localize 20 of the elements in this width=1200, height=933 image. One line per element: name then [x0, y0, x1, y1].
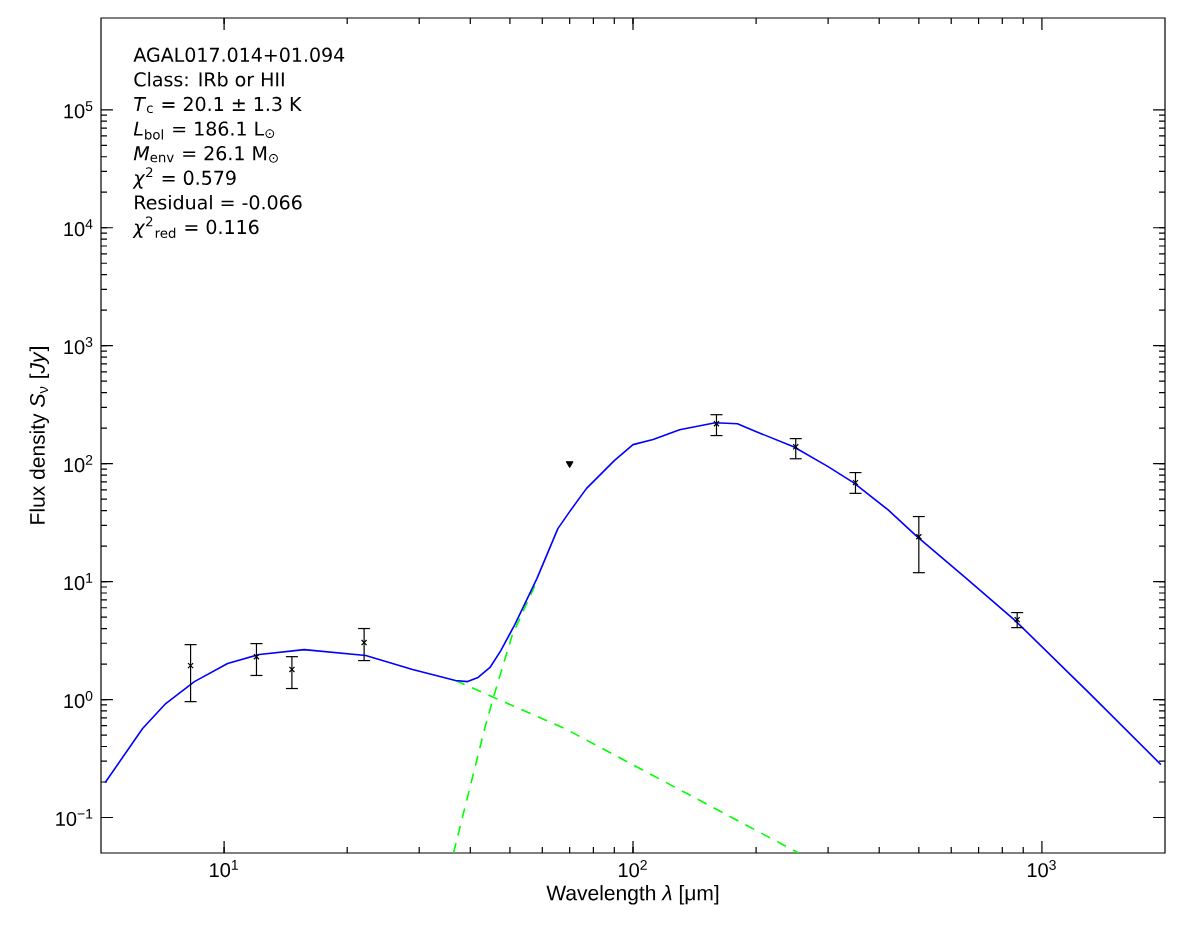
annotation: M$_{env}$ = 26.1 M$_{⊙}$ [133, 146, 278, 163]
y-tick-label: 10$^{0}$ [64, 690, 93, 709]
annotation: Residual = -0.066 [135, 194, 302, 210]
annotation: Class: IRb or HII [134, 71, 284, 87]
annotation: χ$^{2}$ = 0.579 [132, 167, 236, 189]
annotation: T$_{c}$ = 20.1 ± 1.3 K [134, 96, 302, 114]
x-tick-label: 10$^{1}$ [210, 860, 238, 878]
x-axis-title: Wavelength λ [μm] [546, 885, 719, 905]
y-tick-label: 10$^{−1}$ [56, 808, 93, 827]
x-tick-label: 10$^{3}$ [1027, 860, 1056, 878]
x-tick-label: 10$^{2}$ [619, 860, 647, 878]
y-tick-label: 10$^{3}$ [64, 337, 93, 355]
y-tick-label: 10$^{1}$ [64, 573, 93, 591]
annotation: L$_{bol}$ = 186.1 L$_{⊙}$ [133, 121, 275, 140]
annotation: AGAL017.014+01.094 [133, 47, 345, 63]
y-tick-label: 10$^{2}$ [64, 455, 93, 473]
annotation: χ$^{2}$$_{red}$ = 0.116 [132, 216, 259, 239]
y-tick-label: 10$^{5}$ [64, 101, 93, 119]
y-axis-title: Flux density S$_{ν}$ [Jy] [29, 347, 49, 524]
y-tick-label: 10$^{4}$ [64, 219, 93, 237]
